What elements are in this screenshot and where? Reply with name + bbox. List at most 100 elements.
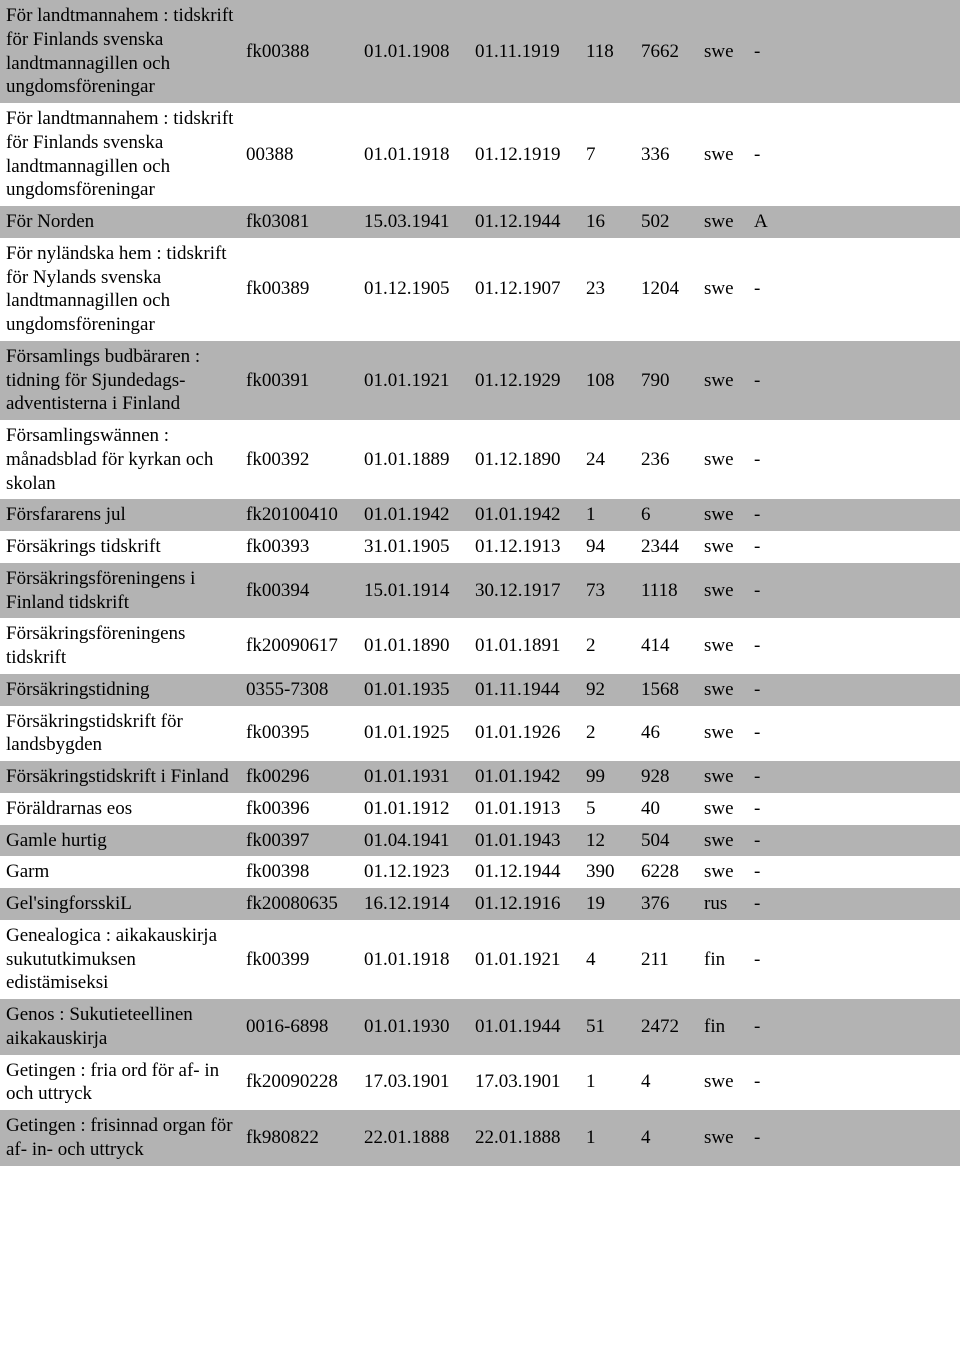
table-cell: fin	[698, 999, 748, 1055]
table-cell: 01.01.1921	[469, 920, 580, 999]
table-row: Försäkringstidskrift för landsbygdenfk00…	[0, 706, 960, 762]
table-cell: 17.03.1901	[358, 1055, 469, 1111]
table-row: Föräldrarnas eosfk0039601.01.191201.01.1…	[0, 793, 960, 825]
table-cell: swe	[698, 341, 748, 420]
table-cell: fk00391	[240, 341, 358, 420]
table-cell: 01.01.1935	[358, 674, 469, 706]
table-cell: -	[748, 341, 960, 420]
table-row: Försäkringstidning0355-730801.01.193501.…	[0, 674, 960, 706]
table-cell: 4	[635, 1055, 698, 1111]
table-cell: 1118	[635, 563, 698, 619]
table-cell: 01.01.1912	[358, 793, 469, 825]
table-cell: -	[748, 920, 960, 999]
table-cell: För Norden	[0, 206, 240, 238]
table-cell: 01.12.1944	[469, 856, 580, 888]
table-cell: Försäkrings tidskrift	[0, 531, 240, 563]
table-cell: 2	[580, 706, 635, 762]
table-cell: 73	[580, 563, 635, 619]
table-cell: 16	[580, 206, 635, 238]
table-cell: 211	[635, 920, 698, 999]
table-cell: -	[748, 618, 960, 674]
table-cell: Gamle hurtig	[0, 825, 240, 857]
table-cell: fk03081	[240, 206, 358, 238]
table-cell: fk00392	[240, 420, 358, 499]
table-cell: 31.01.1905	[358, 531, 469, 563]
table-cell: Garm	[0, 856, 240, 888]
table-row: För nyländska hem : tidskrift för Nyland…	[0, 238, 960, 341]
table-row: För Nordenfk0308115.03.194101.12.1944165…	[0, 206, 960, 238]
table-cell: swe	[698, 103, 748, 206]
table-cell: 01.01.1931	[358, 761, 469, 793]
table-cell: Getingen : fria ord för af- in och uttry…	[0, 1055, 240, 1111]
table-cell: 15.03.1941	[358, 206, 469, 238]
table-cell: fk00398	[240, 856, 358, 888]
table-cell: 30.12.1917	[469, 563, 580, 619]
table-cell: -	[748, 0, 960, 103]
table-cell: fk980822	[240, 1110, 358, 1166]
table-cell: fk20080635	[240, 888, 358, 920]
table-cell: -	[748, 888, 960, 920]
table-cell: 01.11.1919	[469, 0, 580, 103]
table-cell: 22.01.1888	[469, 1110, 580, 1166]
table-cell: fk00388	[240, 0, 358, 103]
table-cell: Föräldrarnas eos	[0, 793, 240, 825]
table-row: Försäkringstidskrift i Finlandfk0029601.…	[0, 761, 960, 793]
table-cell: 390	[580, 856, 635, 888]
table-cell: 01.01.1918	[358, 103, 469, 206]
table-cell: 1204	[635, 238, 698, 341]
table-cell: fk00393	[240, 531, 358, 563]
table-cell: Getingen : frisinnad organ för af- in- o…	[0, 1110, 240, 1166]
table-cell: 01.01.1908	[358, 0, 469, 103]
table-cell: 01.12.1929	[469, 341, 580, 420]
table-cell: För landtmannahem : tidskrift för Finlan…	[0, 0, 240, 103]
table-cell: fk00396	[240, 793, 358, 825]
table-cell: -	[748, 825, 960, 857]
table-cell: -	[748, 103, 960, 206]
table-cell: fk20090228	[240, 1055, 358, 1111]
table-cell: Försäkringsföreningens tidskrift	[0, 618, 240, 674]
table-cell: Gel'singforsskiL	[0, 888, 240, 920]
table-cell: swe	[698, 1110, 748, 1166]
table-cell: 1	[580, 1110, 635, 1166]
table-cell: 19	[580, 888, 635, 920]
table-cell: 1568	[635, 674, 698, 706]
table-cell: 01.01.1925	[358, 706, 469, 762]
table-cell: 0016-6898	[240, 999, 358, 1055]
table-cell: 01.01.1918	[358, 920, 469, 999]
table-cell: 6228	[635, 856, 698, 888]
table-cell: fin	[698, 920, 748, 999]
table-cell: 01.01.1921	[358, 341, 469, 420]
table-cell: fk00399	[240, 920, 358, 999]
table-cell: A	[748, 206, 960, 238]
table-cell: 108	[580, 341, 635, 420]
table-cell: 24	[580, 420, 635, 499]
table-cell: 0355-7308	[240, 674, 358, 706]
table-cell: 51	[580, 999, 635, 1055]
table-row: Genealogica : aikakauskirja sukututkimuk…	[0, 920, 960, 999]
table-cell: swe	[698, 674, 748, 706]
table-cell: fk20090617	[240, 618, 358, 674]
table-cell: Församlings budbäraren : tidning för Sju…	[0, 341, 240, 420]
table-row: Församlingswännen : månadsblad för kyrka…	[0, 420, 960, 499]
table-row: Försäkringsföreningens i Finland tidskri…	[0, 563, 960, 619]
table-cell: 01.01.1890	[358, 618, 469, 674]
table-cell: -	[748, 793, 960, 825]
table-cell: Genos : Sukutieteellinen aikakauskirja	[0, 999, 240, 1055]
table-cell: 15.01.1914	[358, 563, 469, 619]
table-cell: Försäkringstidskrift i Finland	[0, 761, 240, 793]
table-cell: swe	[698, 825, 748, 857]
table-cell: 7	[580, 103, 635, 206]
table-cell: 1	[580, 1055, 635, 1111]
table-cell: -	[748, 856, 960, 888]
table-row: För landtmannahem : tidskrift för Finlan…	[0, 103, 960, 206]
table-cell: 22.01.1888	[358, 1110, 469, 1166]
table-cell: swe	[698, 206, 748, 238]
table-cell: 01.01.1944	[469, 999, 580, 1055]
table-cell: Försäkringsföreningens i Finland tidskri…	[0, 563, 240, 619]
table-cell: 4	[580, 920, 635, 999]
table-row: Försäkringsföreningens tidskriftfk200906…	[0, 618, 960, 674]
table-cell: -	[748, 238, 960, 341]
table-cell: fk00394	[240, 563, 358, 619]
table-row: Genos : Sukutieteellinen aikakauskirja00…	[0, 999, 960, 1055]
table-cell: 01.01.1942	[469, 761, 580, 793]
